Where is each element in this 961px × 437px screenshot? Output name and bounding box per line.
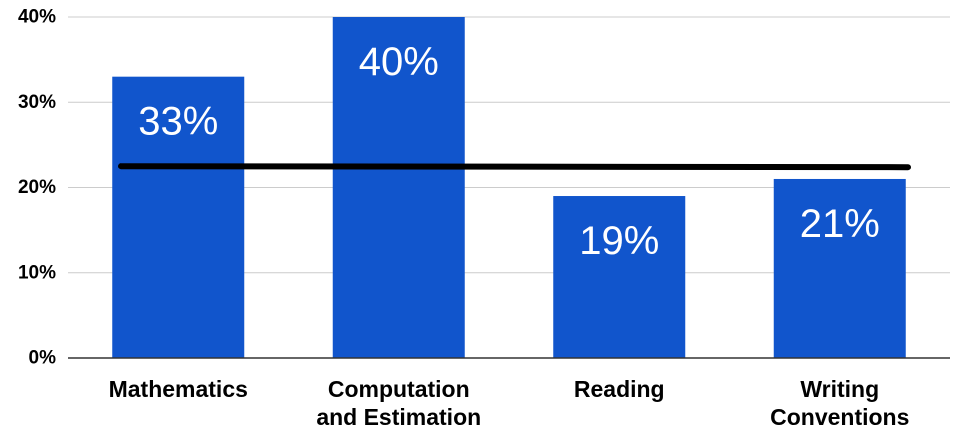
bar-value-label: 21% — [800, 202, 880, 246]
bar — [553, 196, 686, 358]
y-tick-label: 30% — [18, 92, 56, 113]
y-tick-label: 20% — [18, 177, 56, 198]
bar — [332, 17, 465, 358]
x-tick-label: and Estimation — [316, 404, 481, 430]
x-tick-label: Computation — [328, 376, 470, 402]
reference-line-layer — [118, 163, 911, 171]
x-tick-label: Mathematics — [109, 376, 248, 402]
x-tick-label: Writing — [800, 376, 879, 402]
bar — [773, 178, 906, 358]
bar — [112, 76, 245, 359]
x-tick-label: Conventions — [770, 404, 909, 430]
bar-value-label: 19% — [579, 219, 659, 263]
bars — [112, 17, 906, 359]
labels: 0% 10% 20% 30% 40% 33% Mathematics 40% Computati… — [18, 7, 909, 431]
reference-line — [118, 163, 911, 171]
x-tick-label: Reading — [574, 376, 665, 402]
bar-value-label: 33% — [138, 100, 218, 144]
y-tick-label: 10% — [18, 262, 56, 283]
y-tick-label: 40% — [18, 7, 56, 28]
y-tick-label: 0% — [29, 348, 57, 369]
bar-value-label: 40% — [359, 40, 439, 84]
